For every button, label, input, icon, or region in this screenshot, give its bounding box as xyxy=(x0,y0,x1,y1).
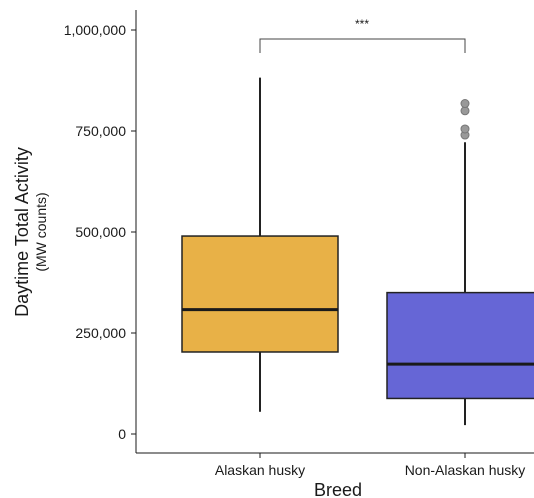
y-tick-label: 250,000 xyxy=(75,325,126,341)
significance-bracket-line xyxy=(259,38,466,53)
y-axis-subtitle: (MW counts) xyxy=(33,192,49,271)
box-alaskan-husky xyxy=(181,77,339,412)
y-axis-ticks: 0 250,000 500,000 750,000 1,000,000 xyxy=(64,22,136,442)
x-axis-ticks: Alaskan husky Non-Alaskan husky xyxy=(215,453,525,478)
boxes xyxy=(181,77,534,426)
significance-bracket xyxy=(259,38,466,53)
y-tick-label: 0 xyxy=(118,426,126,442)
x-tick-label: Alaskan husky xyxy=(215,462,305,478)
y-tick-label: 750,000 xyxy=(75,123,126,139)
x-axis-title: Breed xyxy=(314,480,362,498)
outlier-point xyxy=(460,99,470,109)
interquartile-box xyxy=(386,291,534,400)
significance-label: *** xyxy=(355,17,369,31)
outlier-point xyxy=(460,124,470,134)
y-axis-title: Daytime Total Activity xyxy=(12,147,32,317)
box-non-alaskan-husky xyxy=(386,99,534,426)
x-tick-label: Non-Alaskan husky xyxy=(405,462,526,478)
y-tick-label: 500,000 xyxy=(75,224,126,240)
interquartile-box xyxy=(181,235,339,353)
y-tick-label: 1,000,000 xyxy=(64,22,126,38)
